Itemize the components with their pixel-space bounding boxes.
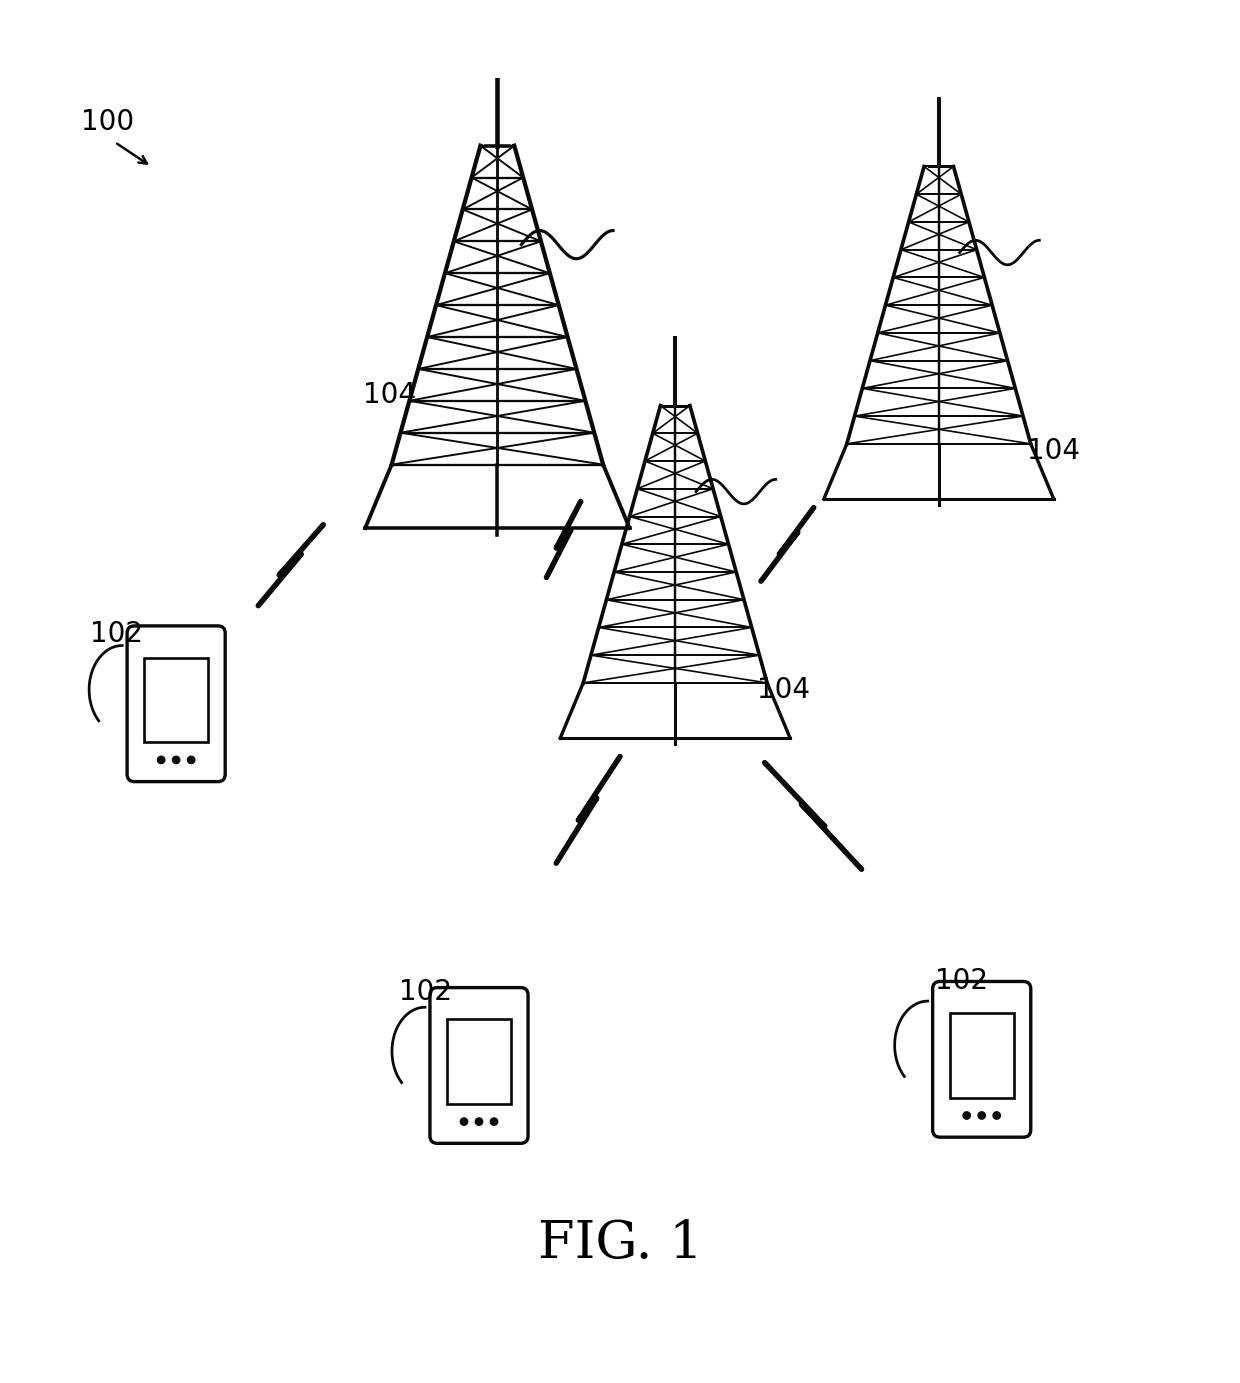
Text: 100: 100 [81, 108, 134, 136]
FancyBboxPatch shape [128, 626, 226, 781]
Bar [448, 1019, 511, 1104]
Text: 104: 104 [362, 382, 415, 409]
Bar [144, 658, 208, 743]
Text: 102: 102 [399, 979, 453, 1007]
Circle shape [993, 1112, 1001, 1119]
Text: 104: 104 [1027, 437, 1080, 465]
Bar [950, 1014, 1013, 1098]
Circle shape [475, 1117, 482, 1126]
Text: 102: 102 [91, 621, 144, 649]
Text: 102: 102 [935, 968, 988, 996]
Circle shape [172, 757, 180, 763]
Circle shape [460, 1117, 467, 1126]
Text: FIG. 1: FIG. 1 [538, 1218, 702, 1268]
FancyBboxPatch shape [430, 987, 528, 1144]
Circle shape [490, 1117, 497, 1126]
FancyBboxPatch shape [932, 982, 1030, 1137]
Circle shape [963, 1112, 971, 1119]
Circle shape [978, 1112, 986, 1119]
Circle shape [157, 757, 165, 763]
Text: 104: 104 [758, 676, 810, 704]
Circle shape [187, 757, 195, 763]
